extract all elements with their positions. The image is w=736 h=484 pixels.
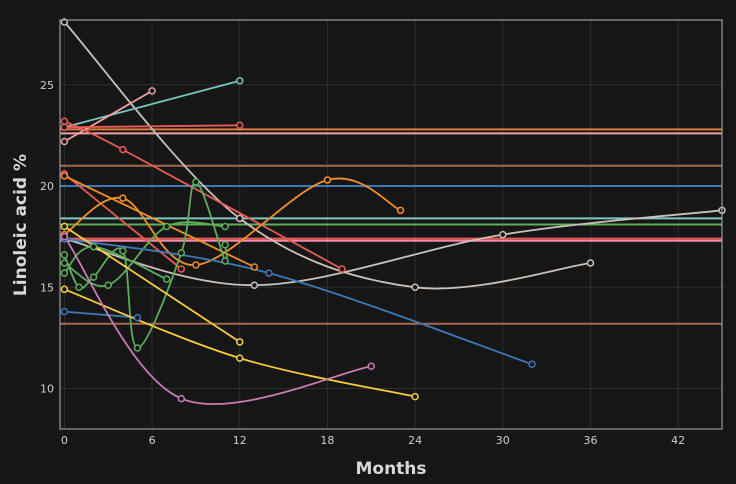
- x-tick-label: 12: [233, 434, 247, 447]
- data-point: [75, 283, 83, 292]
- reference-lines: [60, 128, 722, 325]
- x-axis-title: Months: [355, 459, 426, 479]
- x-tick-label: 0: [61, 434, 68, 447]
- data-point: [60, 285, 69, 294]
- plot-frame: [59, 19, 723, 430]
- data-point: [177, 394, 186, 403]
- data-point: [60, 251, 69, 259]
- data-point: [60, 222, 69, 231]
- data-point: [148, 87, 156, 95]
- x-tick-label: 18: [320, 434, 334, 447]
- data-point: [221, 222, 229, 231]
- x-tick-label: 24: [408, 434, 422, 447]
- series-line: [63, 79, 241, 129]
- data-point: [235, 76, 244, 85]
- data-point: [60, 117, 69, 125]
- data-point: [235, 338, 244, 346]
- data-point: [60, 259, 69, 267]
- data-point: [338, 265, 346, 273]
- series-line: [63, 221, 226, 288]
- data-point: [60, 172, 69, 180]
- data-point: [133, 344, 142, 352]
- data-point: [177, 265, 186, 273]
- data-point: [250, 281, 259, 289]
- data-point: [586, 259, 595, 267]
- data-point: [119, 145, 127, 154]
- series-line: [63, 120, 343, 270]
- data-point: [235, 121, 244, 130]
- data-point: [89, 273, 98, 281]
- data-point: [60, 307, 69, 316]
- tick-labels: 0 6 12 18 24 30 36 42 10 15 20 25: [40, 79, 685, 447]
- data-point: [60, 232, 69, 241]
- data-point: [162, 275, 171, 283]
- series-lines: [63, 21, 723, 405]
- data-point: [411, 283, 419, 292]
- data-point: [162, 222, 171, 231]
- series-line: [63, 90, 153, 143]
- data-point: [235, 214, 244, 223]
- data-point: [177, 249, 186, 257]
- series-line: [63, 310, 139, 319]
- data-point: [367, 362, 376, 370]
- data-point: [221, 257, 229, 265]
- data-point: [396, 206, 405, 215]
- x-tick-label: 42: [671, 434, 685, 447]
- x-tick-label: 36: [583, 434, 597, 447]
- data-point: [119, 247, 127, 255]
- data-point: [411, 392, 419, 401]
- series-line: [63, 177, 402, 266]
- x-tick-label: 6: [149, 434, 156, 447]
- data-point: [60, 269, 69, 277]
- data-point: [235, 354, 244, 362]
- data-point: [221, 240, 229, 249]
- y-axis-title: Linoleic acid %: [11, 154, 31, 296]
- y-tick-label: 15: [40, 281, 54, 294]
- y-tick-label: 20: [40, 180, 54, 193]
- data-point: [528, 360, 536, 368]
- x-tick-label: 30: [496, 434, 510, 447]
- series-line: [63, 173, 183, 270]
- data-point: [323, 176, 332, 184]
- series-line: [63, 124, 241, 129]
- data-point: [89, 243, 98, 251]
- data-point: [192, 178, 200, 186]
- data-point: [60, 137, 69, 146]
- data-point: [265, 269, 273, 277]
- data-point: [499, 230, 507, 239]
- y-tick-label: 25: [40, 79, 54, 92]
- y-tick-label: 10: [40, 383, 54, 396]
- series-line: [63, 209, 723, 287]
- data-point: [192, 261, 200, 269]
- data-point: [250, 263, 259, 271]
- data-point: [60, 123, 69, 132]
- data-point: [104, 281, 112, 289]
- series-line: [63, 21, 592, 290]
- data-point: [133, 313, 142, 322]
- data-points: [60, 18, 726, 403]
- data-point: [119, 194, 127, 202]
